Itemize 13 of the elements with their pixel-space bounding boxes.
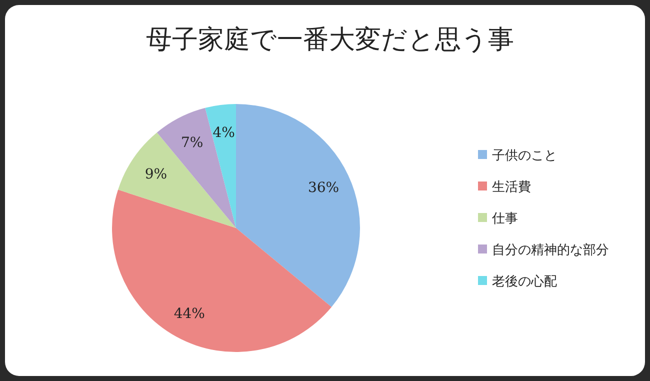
data-label: 7% [180, 134, 204, 151]
data-label: 9% [144, 166, 168, 183]
legend-label: 子供のこと [492, 148, 557, 164]
legend-label: 生活費 [492, 180, 531, 195]
data-label: 36% [308, 180, 340, 196]
data-label: 4% [212, 125, 235, 142]
chart-title: 母子家庭で一番大変だと思う事 [146, 25, 514, 55]
pie-slice [236, 104, 360, 308]
data-label: 44% [174, 306, 205, 322]
legend-label: 老後の心配 [492, 274, 557, 290]
legend-label: 自分の精神的な部分 [492, 243, 609, 258]
pie-slice [205, 104, 236, 228]
legend-label: 仕事 [491, 212, 518, 226]
